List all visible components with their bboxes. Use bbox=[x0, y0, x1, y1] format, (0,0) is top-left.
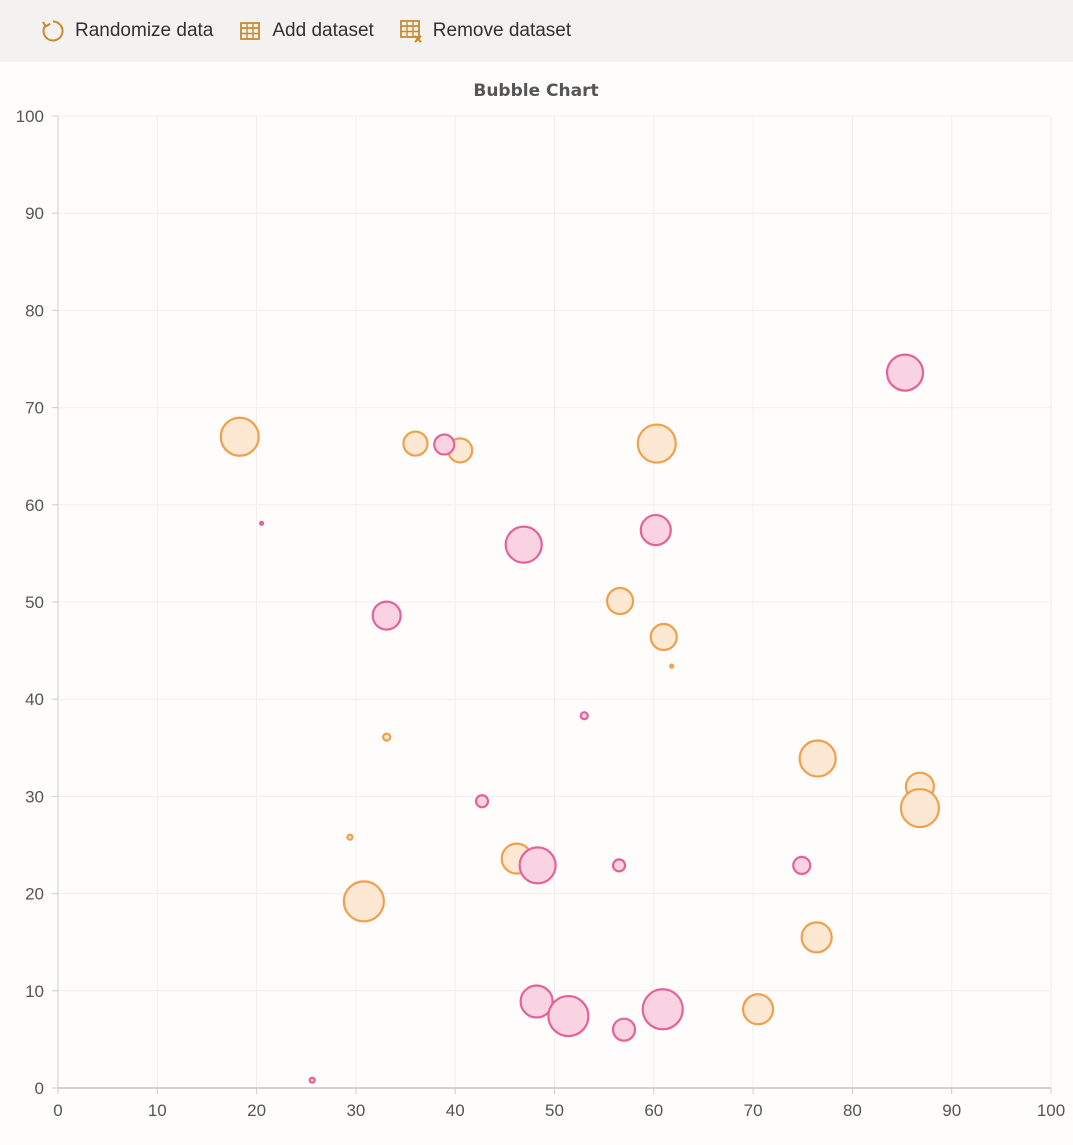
bubble-series-2[interactable] bbox=[518, 846, 557, 885]
y-tick-label: 100 bbox=[16, 107, 44, 126]
x-tick-label: 20 bbox=[247, 1101, 266, 1120]
y-tick-label: 40 bbox=[25, 690, 44, 709]
refresh-icon bbox=[42, 20, 64, 42]
bubble-series-1[interactable] bbox=[605, 586, 635, 616]
x-tick-label: 70 bbox=[744, 1101, 763, 1120]
bubble-series-2[interactable] bbox=[885, 353, 925, 392]
bubble-series-2[interactable] bbox=[547, 994, 590, 1038]
chart-canvas: Bubble Chart 0 10 20 30 40 50 60 70 80 90 100 0 10 20… bbox=[16, 81, 1066, 1120]
bubble-chart: Bubble Chart 0 10 20 30 40 50 60 70 80 90 100 0 10 20… bbox=[0, 62, 1073, 1145]
table-remove-icon bbox=[399, 20, 422, 43]
y-tick-label: 90 bbox=[25, 204, 44, 223]
bubble-series-2[interactable] bbox=[519, 984, 554, 1019]
x-tick-label: 100 bbox=[1037, 1101, 1065, 1120]
bubble-series-1[interactable] bbox=[669, 663, 675, 669]
bubble-series-2[interactable] bbox=[371, 600, 402, 631]
bubbles bbox=[219, 353, 941, 1084]
bubble-series-1[interactable] bbox=[402, 430, 429, 457]
bubble-series-2[interactable] bbox=[474, 794, 490, 809]
bubble-series-1[interactable] bbox=[636, 423, 677, 464]
x-tick-label: 10 bbox=[148, 1101, 167, 1120]
x-tick-label: 90 bbox=[942, 1101, 961, 1120]
bubble-series-2[interactable] bbox=[308, 1076, 316, 1084]
remove-dataset-label: Remove dataset bbox=[432, 20, 572, 41]
x-tick-label: 30 bbox=[346, 1101, 365, 1120]
toolbar: Randomize data Add dataset Remove datase… bbox=[0, 0, 1073, 62]
bubble-series-1[interactable] bbox=[219, 416, 260, 457]
x-tick-label: 60 bbox=[644, 1101, 663, 1120]
table-icon bbox=[240, 22, 261, 40]
bubble-series-2[interactable] bbox=[433, 433, 456, 456]
x-tick-label: 50 bbox=[545, 1101, 564, 1120]
y-tick-label: 30 bbox=[25, 787, 44, 806]
bubble-series-2[interactable] bbox=[641, 988, 684, 1031]
bubble-series-1[interactable] bbox=[800, 921, 833, 954]
randomize-data-button[interactable]: Randomize data bbox=[36, 11, 217, 51]
add-dataset-button[interactable]: Add dataset bbox=[233, 11, 377, 51]
bubble-series-1[interactable] bbox=[342, 880, 385, 923]
y-tick-label: 0 bbox=[35, 1079, 44, 1098]
bubble-series-1[interactable] bbox=[798, 739, 837, 778]
bubble-series-1[interactable] bbox=[899, 787, 941, 829]
bubble-series-2[interactable] bbox=[792, 855, 812, 876]
y-tick-label: 10 bbox=[25, 982, 44, 1001]
x-tick-label: 0 bbox=[53, 1101, 62, 1120]
bubble-series-1[interactable] bbox=[346, 833, 354, 841]
bubble-series-1[interactable] bbox=[382, 732, 392, 742]
grid-lines bbox=[58, 115, 1052, 1088]
bubble-series-2[interactable] bbox=[611, 1017, 637, 1042]
bubble-series-1[interactable] bbox=[649, 622, 678, 652]
x-tick-label: 80 bbox=[843, 1101, 862, 1120]
remove-dataset-button[interactable]: Remove dataset bbox=[394, 11, 575, 51]
axes: 0 10 20 30 40 50 60 70 80 90 100 0 10 20 30 40 50 60 70 80 9… bbox=[16, 107, 1066, 1120]
bubble-series-2[interactable] bbox=[258, 520, 265, 526]
bubble-series-2[interactable] bbox=[639, 513, 672, 547]
y-tick-label: 60 bbox=[25, 496, 44, 515]
chart-title: Bubble Chart bbox=[473, 81, 598, 101]
bubble-series-2[interactable] bbox=[504, 525, 543, 564]
x-tick-label: 40 bbox=[446, 1101, 465, 1120]
randomize-data-label: Randomize data bbox=[75, 20, 214, 41]
bubble-series-1[interactable] bbox=[741, 993, 775, 1026]
y-tick-label: 50 bbox=[25, 593, 44, 612]
y-tick-label: 80 bbox=[25, 301, 44, 320]
y-tick-label: 70 bbox=[25, 399, 44, 418]
y-tick-label: 20 bbox=[25, 885, 44, 904]
bubble-series-2[interactable] bbox=[579, 711, 589, 721]
add-dataset-label: Add dataset bbox=[272, 20, 374, 41]
bubble-series-2[interactable] bbox=[611, 858, 627, 873]
